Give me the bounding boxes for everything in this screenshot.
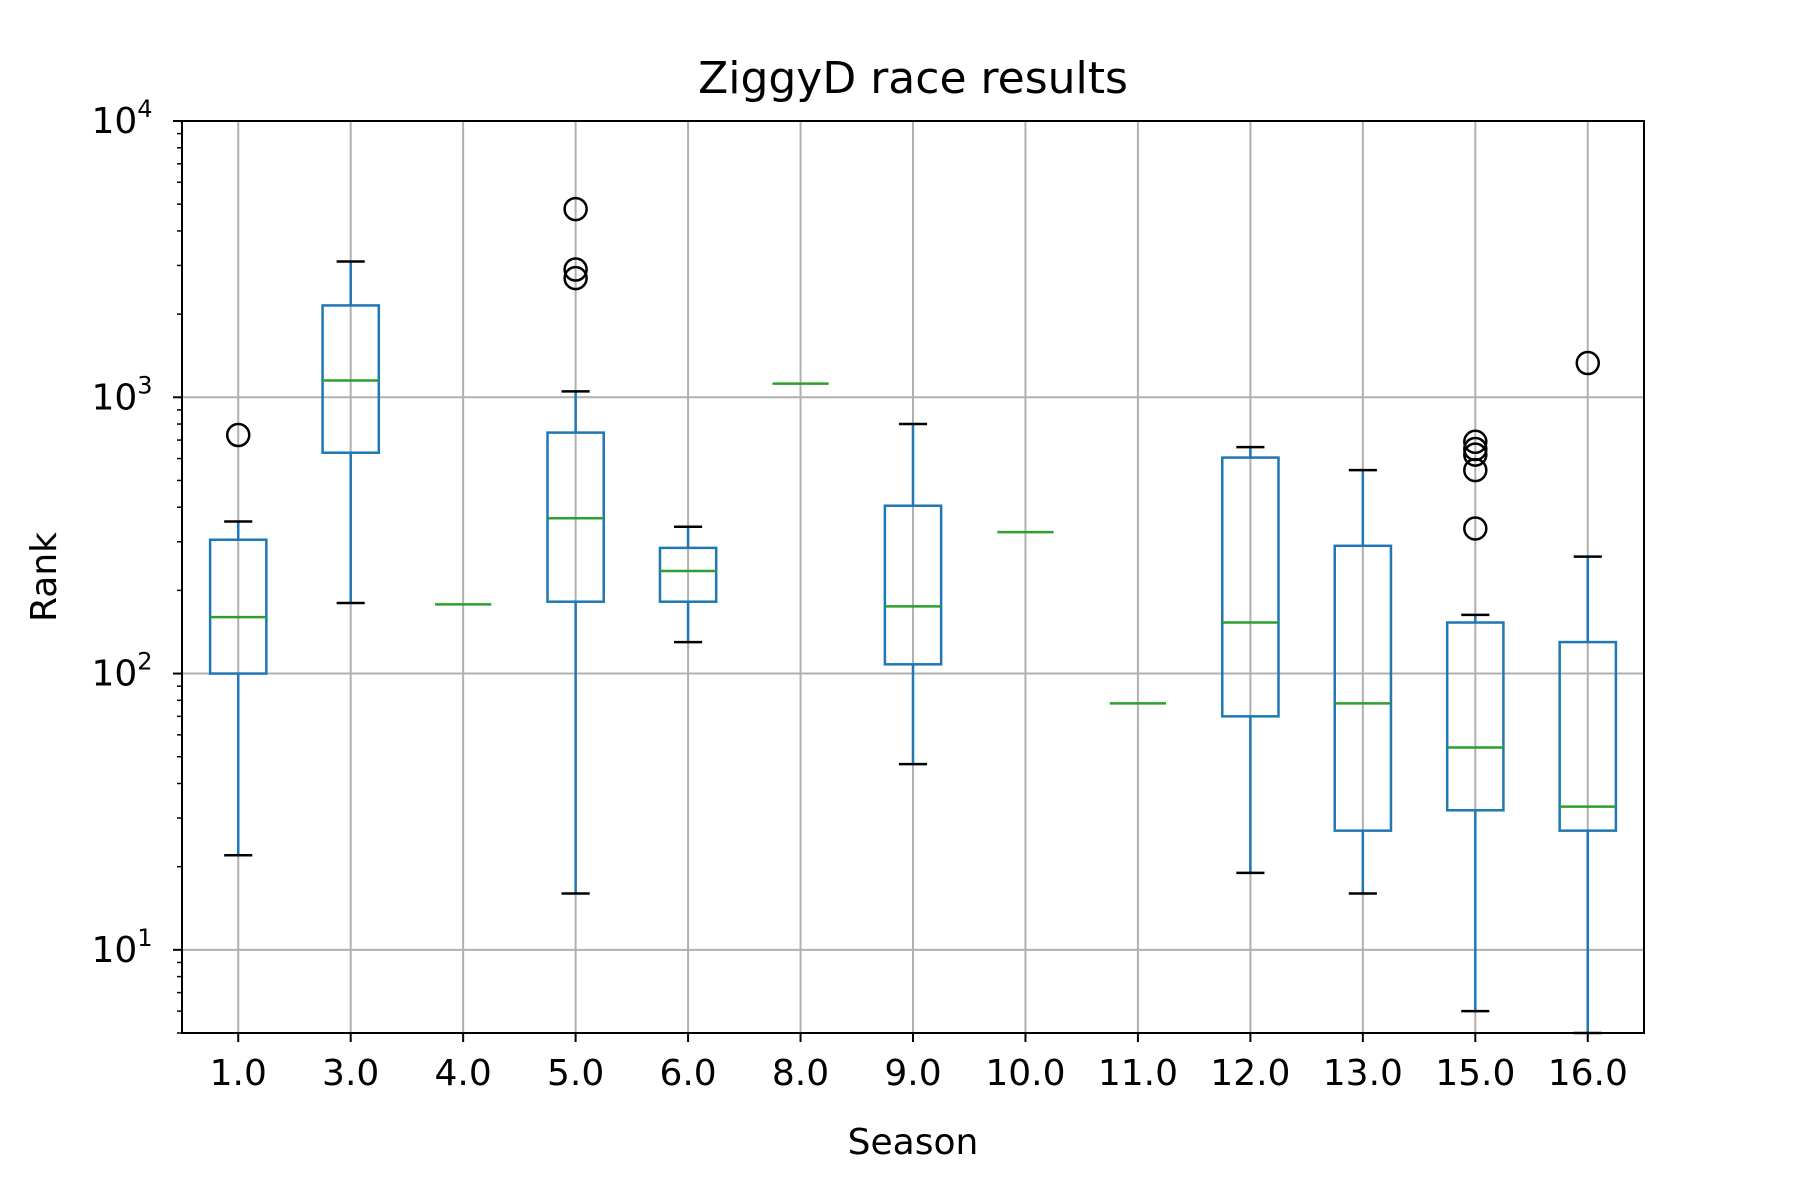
x-axis-label: Season: [848, 1122, 979, 1163]
iqr-box: [321, 304, 381, 454]
x-tick-label: 4.0: [435, 1053, 492, 1094]
y-tick-label: 104: [91, 95, 152, 142]
box-group-season-13.0: [1333, 468, 1393, 895]
outlier-point: [563, 257, 588, 282]
x-axis-ticks: 1.0 3.0 4.0 5.0 6.0 8.0 9.0 10.0 11.0 12.0 13.0 15.…: [210, 1033, 1628, 1094]
x-tick-label: 8.0: [772, 1053, 829, 1094]
y-axis-ticks: 101 102 103 104: [91, 95, 182, 971]
y-tick-label: 102: [91, 648, 152, 695]
box-group-season-6.0: [658, 525, 718, 644]
x-tick-label: 1.0: [210, 1053, 267, 1094]
boxes: [208, 196, 1618, 1035]
box-group-season-9.0: [883, 422, 943, 766]
x-tick-label: 6.0: [659, 1053, 716, 1094]
y-tick-label: 101: [91, 924, 152, 971]
iqr-box: [883, 504, 943, 666]
y-axis-label: Rank: [24, 532, 65, 622]
iqr-box: [208, 538, 268, 675]
x-tick-label: 10.0: [985, 1053, 1065, 1094]
outlier-point: [563, 196, 588, 222]
x-tick-label: 3.0: [322, 1053, 379, 1094]
outlier-point: [1575, 350, 1601, 376]
box-group-season-5.0: [546, 196, 605, 895]
iqr-box: [658, 546, 718, 603]
x-tick-label: 11.0: [1098, 1053, 1178, 1094]
outlier-point: [1463, 429, 1488, 455]
x-tick-label: 9.0: [884, 1053, 941, 1094]
y-tick-label: 103: [91, 371, 152, 418]
iqr-box: [1445, 621, 1505, 812]
chart-title: ZiggyD race results: [698, 53, 1128, 104]
iqr-box: [1558, 640, 1618, 832]
iqr-box: [1333, 544, 1393, 832]
x-tick-label: 16.0: [1548, 1053, 1628, 1094]
box-group-season-1.0: [208, 422, 268, 857]
iqr-box: [1221, 456, 1280, 718]
box-group-season-3.0: [321, 260, 381, 605]
box-group-season-15.0: [1445, 429, 1505, 1013]
outlier-point: [1463, 436, 1488, 462]
outlier-point: [563, 265, 588, 291]
x-tick-label: 12.0: [1210, 1053, 1290, 1094]
outlier-point: [225, 422, 251, 448]
outlier-point: [1463, 442, 1488, 467]
outlier-point: [1463, 516, 1488, 541]
box-group-season-12.0: [1221, 445, 1280, 875]
box-group-season-16.0: [1558, 350, 1618, 1035]
x-tick-label: 15.0: [1435, 1053, 1515, 1094]
x-tick-label: 13.0: [1323, 1053, 1403, 1094]
x-tick-label: 5.0: [547, 1053, 604, 1094]
